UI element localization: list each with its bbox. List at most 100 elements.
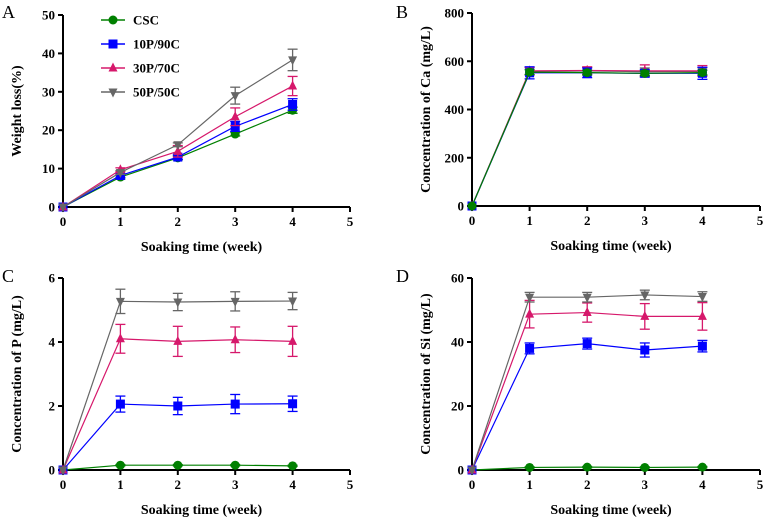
y-axis-label: Concentration of P (mg/L): [10, 295, 25, 453]
data-point: [115, 297, 125, 307]
data-point: [173, 145, 183, 155]
legend-marker: [108, 39, 118, 49]
data-point: [58, 466, 68, 476]
data-point: [230, 92, 240, 102]
x-tick-label: 3: [232, 214, 239, 229]
x-tick-label: 5: [757, 477, 764, 492]
y-tick-label: 40: [42, 46, 55, 61]
data-point: [115, 168, 125, 178]
data-point: [230, 121, 240, 131]
data-point: [288, 99, 298, 109]
x-tick-label: 1: [117, 214, 124, 229]
panel-label: C: [2, 266, 14, 286]
x-axis-label: Soaking time (week): [141, 503, 263, 518]
panel-d: D 0 1 2 3 4 5 0 20 40 60 Soaking time (week) Concent…: [396, 266, 764, 518]
y-tick-label: 200: [445, 150, 465, 165]
x-tick-label: 2: [584, 213, 591, 228]
data-point: [467, 466, 477, 476]
data-point: [230, 334, 240, 344]
data-point: [697, 293, 707, 303]
legend-label: 50P/50C: [133, 85, 180, 100]
series-50p-50c: [58, 288, 298, 476]
data-point: [230, 111, 240, 121]
series-line: [471, 311, 703, 471]
data-point: [525, 343, 535, 353]
series-30p-70c: [467, 299, 708, 474]
data-point: [173, 401, 183, 411]
data-point: [697, 341, 707, 351]
legend: CSC 10P/90C 30P/70C 50P/50C: [101, 13, 180, 100]
y-tick-label: 6: [49, 271, 56, 286]
data-point: [525, 462, 535, 472]
data-point: [582, 68, 592, 78]
data-point: [640, 68, 650, 78]
x-tick-label: 0: [469, 213, 476, 228]
series-10p-90c: [467, 66, 708, 211]
data-point: [697, 68, 707, 78]
panel-b: B 0 1 2 3 4 5 0 200 400 600 800 Soaking time (week) C…: [396, 2, 764, 254]
x-tick-label: 5: [347, 477, 354, 492]
x-tick-label: 5: [757, 213, 764, 228]
y-tick-label: 0: [49, 463, 56, 478]
panel-label: A: [2, 2, 15, 22]
series-csc: [58, 460, 298, 475]
legend-marker: [108, 62, 118, 72]
data-point: [115, 399, 125, 409]
data-point: [640, 310, 650, 320]
y-tick-label: 20: [42, 123, 55, 138]
series-50p-50c: [467, 66, 708, 212]
data-point: [467, 201, 477, 211]
data-point: [525, 67, 535, 77]
y-tick-label: 0: [458, 463, 465, 478]
y-axis-label: Weight loss(%): [10, 65, 25, 157]
series-10p-90c: [467, 337, 708, 475]
data-point: [230, 297, 240, 307]
series-csc: [467, 67, 708, 211]
x-tick-label: 1: [526, 213, 533, 228]
series-30p-70c: [467, 64, 708, 210]
data-point: [582, 307, 592, 317]
x-tick-label: 4: [289, 214, 296, 229]
data-point: [288, 80, 298, 90]
y-tick-label: 20: [451, 399, 464, 414]
data-point: [173, 141, 183, 151]
data-point: [288, 56, 298, 66]
x-axis-label: Soaking time (week): [550, 503, 672, 518]
legend-label: 10P/90C: [133, 37, 180, 52]
data-point: [115, 460, 125, 470]
data-point: [288, 461, 298, 471]
x-axis-label: Soaking time (week): [141, 240, 263, 255]
panel-label: D: [396, 266, 409, 286]
data-point: [173, 460, 183, 470]
y-tick-label: 600: [445, 54, 465, 69]
y-tick-label: 4: [49, 335, 56, 350]
data-point: [115, 333, 125, 343]
x-tick-label: 2: [584, 477, 591, 492]
x-tick-label: 4: [699, 213, 706, 228]
series-line: [471, 69, 703, 207]
data-point: [230, 460, 240, 470]
x-tick-label: 0: [469, 477, 476, 492]
y-tick-label: 10: [42, 161, 55, 176]
legend-marker: [108, 88, 118, 98]
x-tick-label: 0: [60, 214, 67, 229]
data-point: [582, 462, 592, 472]
series-30p-70c: [58, 323, 298, 474]
data-point: [697, 462, 707, 472]
x-tick-label: 1: [526, 477, 533, 492]
y-tick-label: 30: [42, 84, 55, 99]
x-tick-label: 4: [699, 477, 706, 492]
x-tick-label: 1: [117, 477, 124, 492]
data-point: [640, 462, 650, 472]
data-point: [640, 345, 650, 355]
data-point: [697, 310, 707, 320]
y-tick-label: 60: [451, 271, 464, 286]
data-point: [525, 293, 535, 303]
x-tick-label: 2: [175, 214, 182, 229]
y-tick-label: 40: [451, 335, 464, 350]
x-tick-label: 3: [642, 477, 649, 492]
y-tick-label: 400: [445, 102, 465, 117]
data-point: [173, 298, 183, 308]
